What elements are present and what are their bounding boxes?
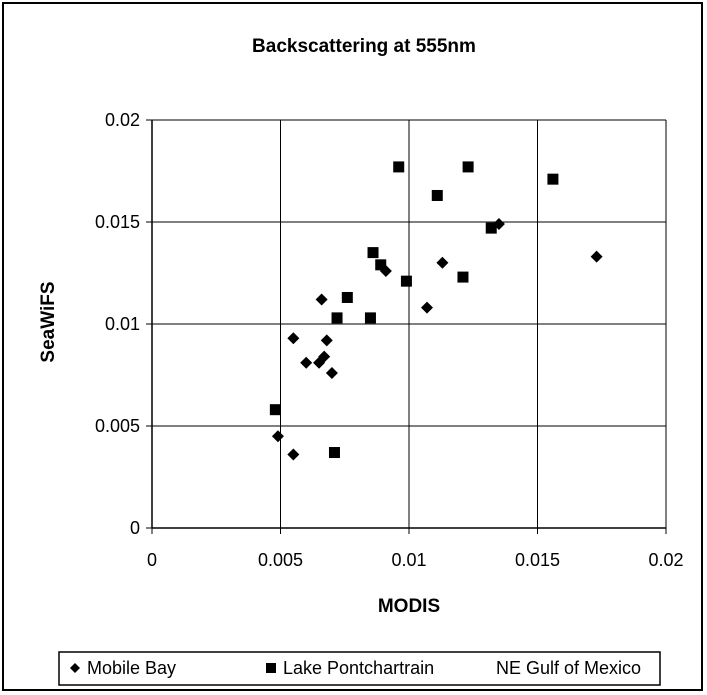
mobile-bay-point [300, 357, 312, 369]
legend-label: Mobile Bay [87, 658, 176, 678]
lake-pontchartrain-point [342, 292, 353, 303]
y-tick-label: 0.01 [105, 314, 140, 334]
legend: Mobile Bay Lake Pontchartrain NE Gulf of M… [59, 652, 660, 685]
axes [146, 120, 666, 534]
y-tick-label: 0.02 [105, 110, 140, 130]
mobile-bay-point [287, 332, 299, 344]
lake-pontchartrain-point [368, 247, 379, 258]
data-points [270, 161, 603, 460]
x-tick-label: 0.015 [515, 550, 560, 570]
mobile-bay-point [421, 302, 433, 314]
lake-pontchartrain-point [270, 404, 281, 415]
mobile-bay-point [316, 294, 328, 306]
mobile-bay-point [287, 449, 299, 461]
x-tick-label: 0 [147, 550, 157, 570]
lake-pontchartrain-point [547, 174, 558, 185]
x-tick-label: 0.005 [258, 550, 303, 570]
y-axis-label: SeaWiFS [38, 281, 59, 362]
lake-pontchartrain-point [375, 259, 386, 270]
mobile-bay-point [591, 251, 603, 263]
lake-pontchartrain-point [457, 272, 468, 283]
mobile-bay-point [326, 367, 338, 379]
legend-marker-lake-pontchartrain [266, 663, 276, 673]
lake-pontchartrain-point [332, 312, 343, 323]
y-tick-labels: 0 0.005 0.01 0.015 0.02 [95, 110, 140, 538]
lake-pontchartrain-point [486, 223, 497, 234]
y-tick-label: 0.015 [95, 212, 140, 232]
lake-pontchartrain-point [329, 447, 340, 458]
x-axis-label: MODIS [378, 596, 440, 617]
grid-lines [152, 120, 666, 528]
lake-pontchartrain-point [393, 161, 404, 172]
lake-pontchartrain-point [463, 161, 474, 172]
legend-label: NE Gulf of Mexico [496, 658, 641, 678]
x-tick-label: 0.01 [391, 550, 426, 570]
y-tick-label: 0 [130, 518, 140, 538]
chart-title: Backscattering at 555nm [252, 36, 476, 57]
lake-pontchartrain-point [432, 190, 443, 201]
legend-label: Lake Pontchartrain [283, 658, 434, 678]
x-tick-label: 0.02 [648, 550, 683, 570]
lake-pontchartrain-point [401, 276, 412, 287]
mobile-bay-point [321, 334, 333, 346]
x-tick-labels: 0 0.005 0.01 0.015 0.02 [147, 550, 684, 570]
mobile-bay-point [436, 257, 448, 269]
mobile-bay-point [272, 430, 284, 442]
lake-pontchartrain-point [365, 312, 376, 323]
y-tick-label: 0.005 [95, 416, 140, 436]
